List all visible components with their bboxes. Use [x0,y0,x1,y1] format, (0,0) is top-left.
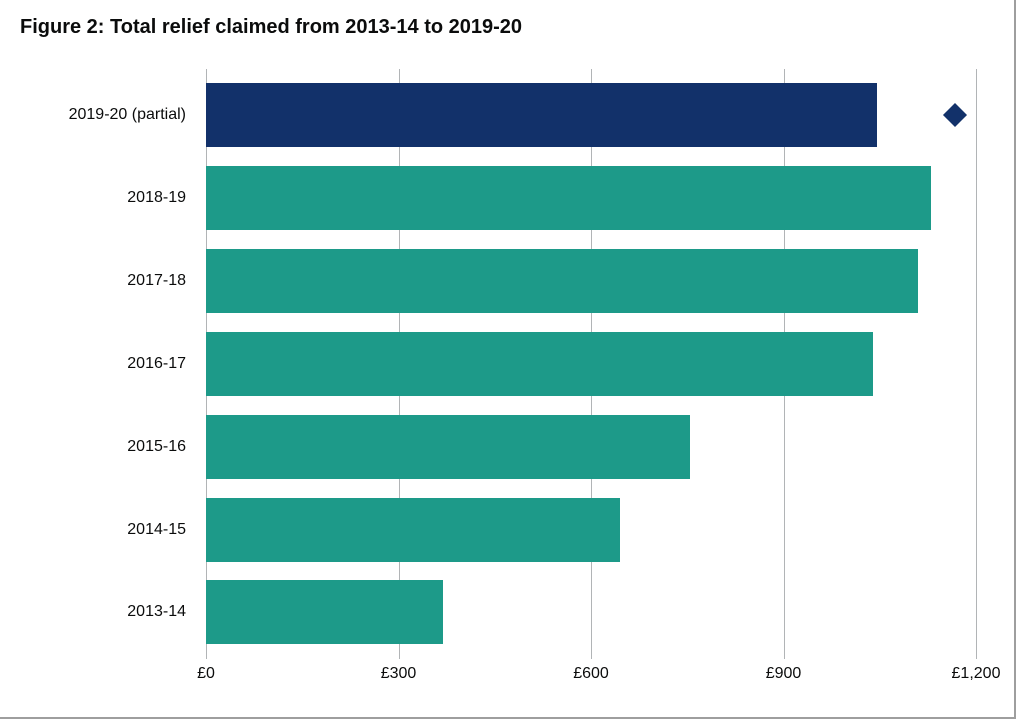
y-axis-label: 2013-14 [20,580,196,644]
x-axis-tick-label: £900 [766,665,802,683]
y-axis-label: 2016-17 [20,332,196,396]
y-axis-label: 2018-19 [20,166,196,230]
y-axis-label: 2019-20 (partial) [20,83,196,147]
chart-title: Figure 2: Total relief claimed from 2013… [20,16,996,39]
bar-row [206,498,976,562]
bar [206,249,918,313]
bar-row [206,166,976,230]
chart-area: 2019-20 (partial) 2018-19 2017-18 2016-17 20… [20,59,996,699]
bar [206,332,873,396]
plot-area [206,69,976,659]
bar-row [206,249,976,313]
x-axis-tick-label: £300 [381,665,417,683]
bar-row [206,580,976,644]
gridline [976,69,977,659]
bar-row [206,415,976,479]
y-axis-labels: 2019-20 (partial) 2018-19 2017-18 2016-17 20… [20,69,196,659]
bar [206,166,931,230]
bar [206,580,443,644]
bar [206,415,690,479]
chart-container: Figure 2: Total relief claimed from 2013… [0,0,1016,719]
bar [206,498,620,562]
x-axis-tick-label: £1,200 [952,665,1001,683]
x-axis: £0£300£600£900£1,200 [206,659,976,699]
x-axis-tick-label: £0 [197,665,215,683]
y-axis-label: 2014-15 [20,498,196,562]
y-axis-label: 2015-16 [20,415,196,479]
bar-row [206,83,976,147]
bar [206,83,877,147]
x-axis-tick-label: £600 [573,665,609,683]
y-axis-label: 2017-18 [20,249,196,313]
bar-row [206,332,976,396]
bars-wrap [206,69,976,659]
